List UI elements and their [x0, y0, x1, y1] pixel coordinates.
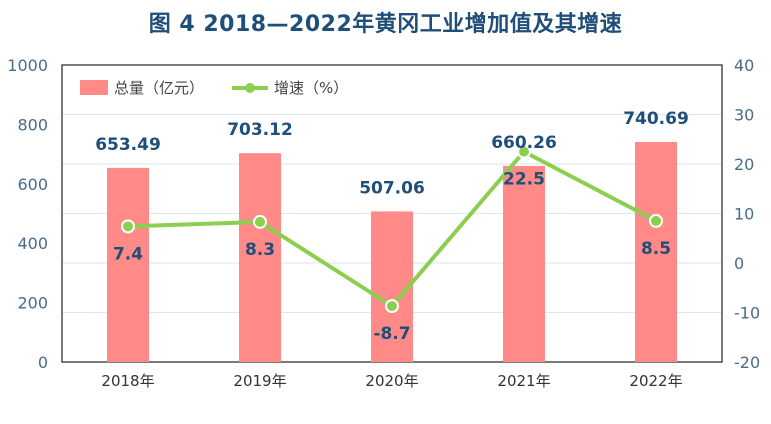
left-axis-tick-label: 600 [17, 175, 48, 194]
bar-value-label: 507.06 [359, 178, 425, 198]
legend-bar-swatch [80, 80, 108, 95]
left-axis: 0 200 400 600 800 1000 [7, 56, 48, 372]
bar [635, 142, 677, 362]
right-axis-tick-label: 30 [734, 106, 754, 125]
bar [239, 153, 281, 362]
line-value-label: 7.4 [113, 244, 143, 264]
legend-bar-label: 总量（亿元） [114, 79, 204, 97]
right-axis-tick-label: 10 [734, 205, 754, 224]
line-point [649, 213, 663, 228]
legend-line-marker [245, 83, 255, 93]
bar-value-label: 653.49 [95, 135, 161, 155]
right-axis-tick-label: -10 [734, 304, 760, 323]
line-point [385, 299, 399, 314]
left-axis-tick-label: 800 [17, 115, 48, 134]
left-axis-tick-label: 400 [17, 234, 48, 253]
x-axis-tick-label: 2020年 [365, 372, 418, 390]
right-axis-tick-label: 20 [734, 155, 754, 174]
bar-value-label: 703.12 [227, 120, 293, 140]
x-axis-tick-label: 2021年 [497, 372, 550, 390]
x-axis-tick-label: 2022年 [629, 372, 682, 390]
bar-value-label: 740.69 [623, 109, 689, 129]
line-point [253, 214, 267, 229]
x-axis: 2018年 2019年 2020年 2021年 2022年 [101, 372, 682, 390]
line-point [121, 219, 135, 234]
chart-title: 图 4 2018—2022年黄冈工业增加值及其增速 [148, 12, 623, 37]
left-axis-tick-label: 200 [17, 294, 48, 313]
line-value-label: 22.5 [503, 170, 545, 190]
bar [503, 165, 545, 362]
line-point [517, 144, 531, 159]
line-value-label: 8.3 [245, 240, 275, 260]
right-axis-tick-label: -20 [734, 353, 760, 372]
left-axis-tick-label: 1000 [7, 56, 48, 75]
bar [107, 167, 149, 362]
left-axis-tick-label: 0 [38, 353, 48, 372]
bar-value-label: 660.26 [491, 133, 557, 153]
x-axis-tick-label: 2019年 [233, 372, 286, 390]
bar-series [107, 142, 677, 362]
line-value-label: 8.5 [641, 239, 671, 259]
data-labels: 653.49 703.12 507.06 660.26 740.69 7.4 8.3 -8.7… [95, 109, 689, 344]
right-axis: -20 -10 0 10 20 30 40 [734, 56, 760, 372]
legend: 总量（亿元） 增速（%） [80, 79, 348, 97]
right-axis-tick-label: 40 [734, 56, 754, 75]
right-axis-tick-label: 0 [734, 254, 744, 273]
line-series [121, 144, 663, 314]
line-value-label: -8.7 [373, 324, 410, 344]
legend-line-label: 增速（%） [274, 79, 348, 97]
x-axis-tick-label: 2018年 [101, 372, 154, 390]
